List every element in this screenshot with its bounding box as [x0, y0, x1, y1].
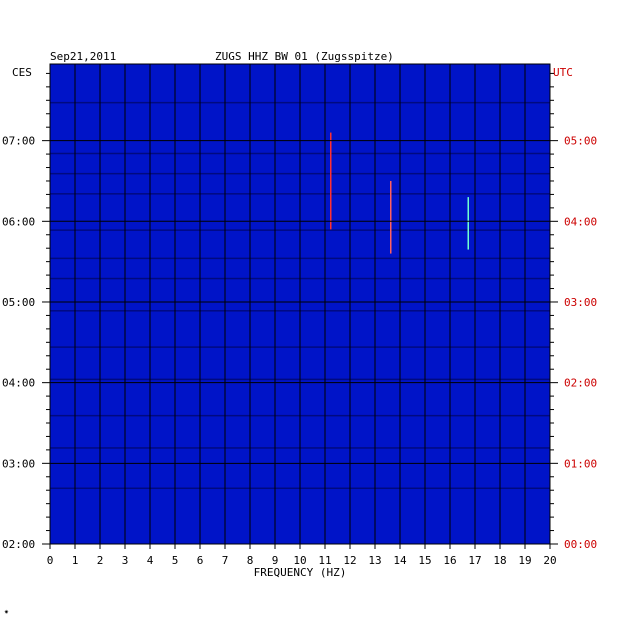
left-timezone-label: CES [12, 66, 32, 79]
right-timezone-label: UTC [553, 66, 573, 79]
date-label: Sep21,2011 [50, 50, 116, 63]
station-title: ZUGS HHZ BW 01 (Zugsspitze) [215, 50, 394, 63]
